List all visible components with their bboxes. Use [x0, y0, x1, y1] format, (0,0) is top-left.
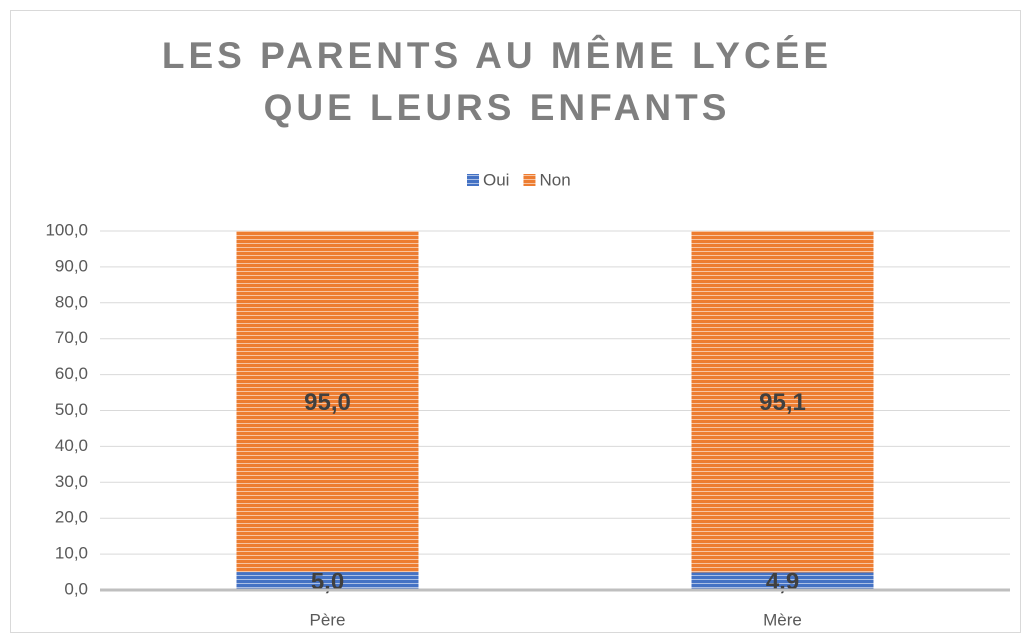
- legend-label: Non: [539, 170, 570, 189]
- y-tick-label: 90,0: [55, 256, 88, 275]
- y-tick-label: 40,0: [55, 436, 88, 455]
- chart-title: LES PARENTS AU MÊME LYCÉE QUE LEURS ENFA…: [161, 35, 833, 128]
- chart-border: [10, 10, 1021, 633]
- y-tick-label: 20,0: [55, 508, 88, 527]
- x-tick-label: Mère: [763, 610, 802, 629]
- bar-segment: [236, 572, 419, 590]
- legend-swatch: [523, 174, 536, 186]
- legend-label: Oui: [483, 170, 509, 189]
- bar-segment: [691, 572, 874, 590]
- y-tick-label: 60,0: [55, 364, 88, 383]
- x-tick-label: Père: [310, 610, 346, 629]
- data-label: 95,1: [759, 389, 806, 416]
- y-tick-label: 30,0: [55, 472, 88, 491]
- y-tick-label: 0,0: [64, 579, 88, 598]
- y-tick-label: 80,0: [55, 292, 88, 311]
- bar-segment: [236, 231, 419, 573]
- y-tick-label: 50,0: [55, 400, 88, 419]
- data-label: 95,0: [304, 389, 351, 416]
- legend-swatch: [467, 174, 479, 186]
- y-tick-label: 70,0: [55, 328, 88, 347]
- bar-segment: [691, 231, 874, 573]
- y-tick-label: 100,0: [45, 220, 88, 239]
- y-tick-label: 10,0: [55, 544, 88, 563]
